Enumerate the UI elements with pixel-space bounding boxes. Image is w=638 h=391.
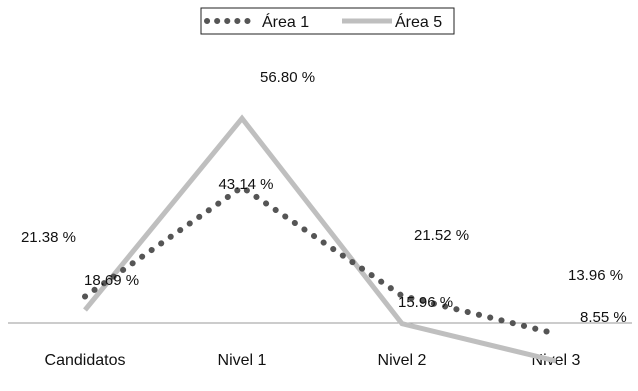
x-tick-label-nivel-1: Nivel 1 [218, 352, 267, 369]
data-label-area-5-candidatos: 18.69 % [84, 272, 139, 289]
series-layer [82, 114, 559, 364]
data-label-area-1-nivel-2: 21.52 % [414, 227, 469, 244]
legend-label-area-1: Área 1 [262, 12, 309, 31]
data-label-area-1-nivel-1: 43.14 % [218, 176, 273, 193]
x-tick-labels: Candidatos Nivel 1 Nivel 2 Nivel 3 [45, 352, 581, 369]
data-label-area-1-candidatos: 21.38 % [21, 229, 76, 246]
data-label-area-5-nivel-1: 56.80 % [260, 69, 315, 86]
legend-box [200, 7, 455, 35]
legend-label-area-5: Área 5 [395, 12, 442, 31]
data-label-area-1-nivel-3: 13.96 % [568, 267, 623, 284]
series-line-area-5 [83, 114, 557, 364]
series-line-area-1 [82, 183, 559, 337]
data-labels: 21.38 % 43.14 % 21.52 % 13.96 % 18.69 % … [21, 69, 627, 326]
x-tick-label-candidatos: Candidatos [45, 352, 126, 369]
data-label-area-5-nivel-3: 8.55 % [580, 309, 627, 326]
x-tick-label-nivel-2: Nivel 2 [378, 352, 427, 369]
legend: Área 1 Área 5 [200, 7, 455, 35]
data-label-area-5-nivel-2: 15.96 % [398, 294, 453, 311]
